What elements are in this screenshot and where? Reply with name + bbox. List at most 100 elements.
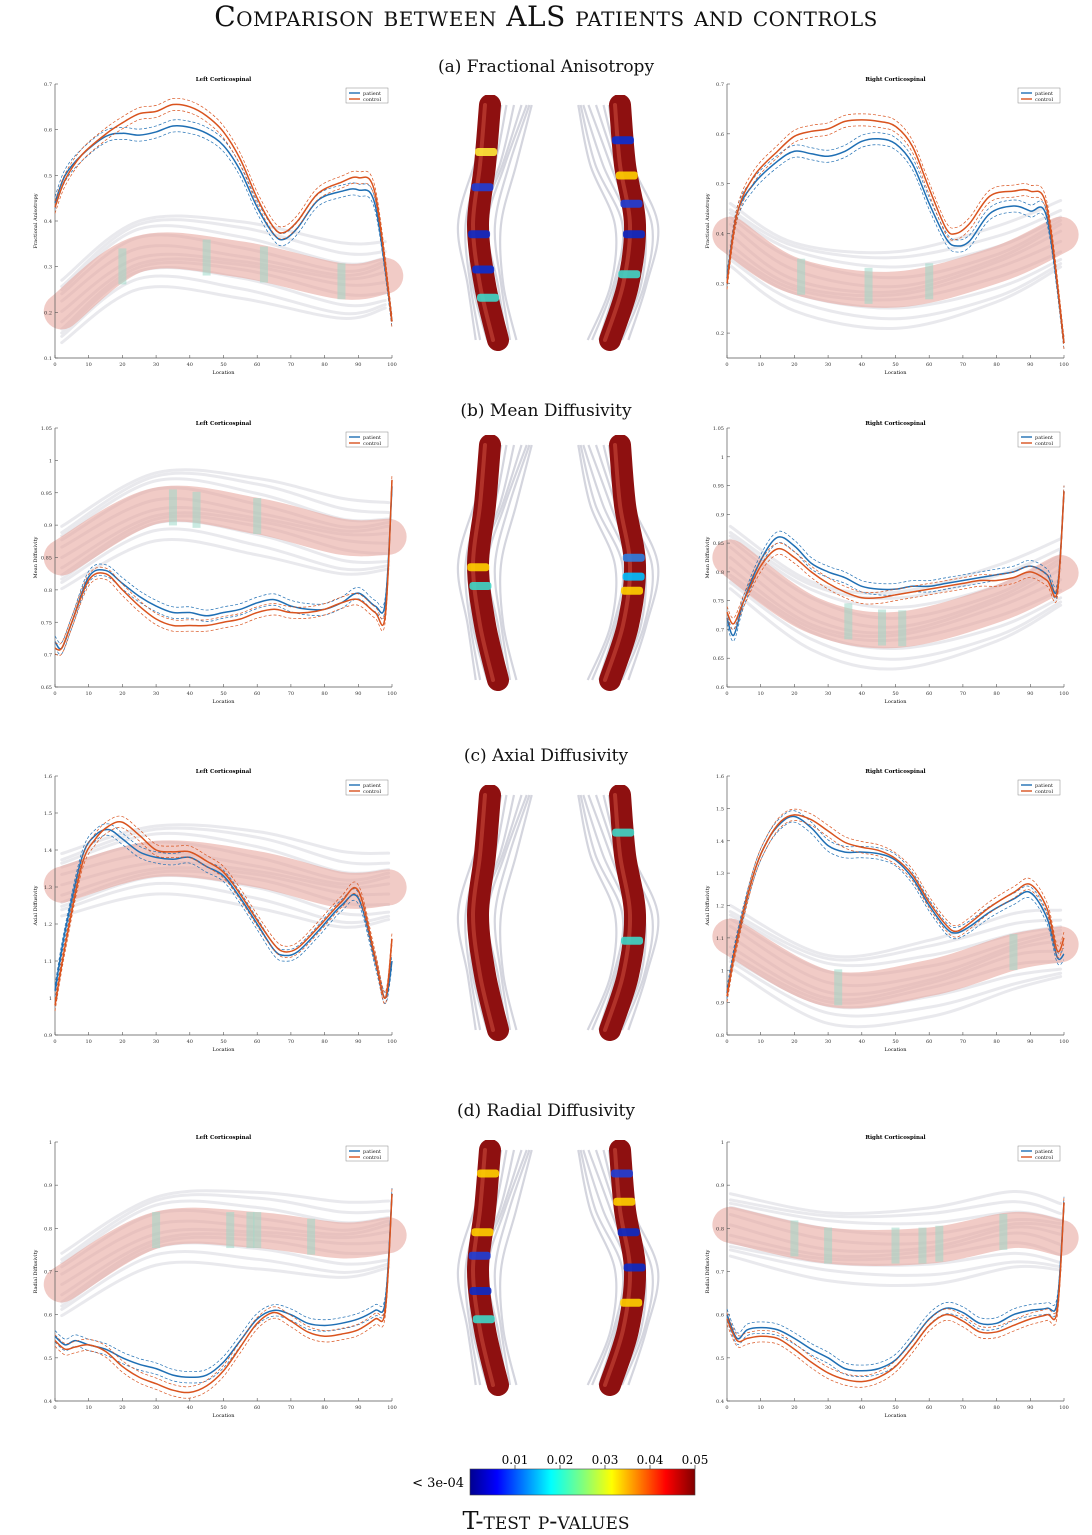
- x-tick-label: 0: [725, 1039, 728, 1045]
- legend-label-control: control: [1035, 441, 1053, 447]
- y-axis-label: Radial Diffusivity: [705, 1250, 711, 1294]
- tract-rendering-md: [456, 435, 660, 691]
- x-tick-label: 50: [220, 1039, 226, 1045]
- x-tick-label: 20: [119, 362, 125, 368]
- legend-label-control: control: [1035, 97, 1053, 103]
- tract-pvalue-band: [621, 586, 644, 595]
- x-tick-label: 40: [187, 1405, 193, 1411]
- y-tick-label: 0.65: [41, 685, 52, 691]
- series-patient-upper-ci: [54, 480, 393, 644]
- x-ticks: 0 10 20 30 40 50 60 70 80 90 100: [725, 1398, 1069, 1411]
- y-tick-label: 0.9: [44, 523, 52, 529]
- series-patient-line: [54, 486, 393, 650]
- x-tick-label: 90: [355, 1405, 361, 1411]
- tract-left: [456, 1140, 533, 1396]
- x-tick-label: 60: [926, 362, 932, 368]
- x-tick-label: 30: [825, 1039, 831, 1045]
- series-patient-lower-ci: [54, 491, 393, 655]
- chart-title: Left Corticospinal: [196, 421, 251, 427]
- x-axis-label: Location: [213, 699, 236, 705]
- tract-tube-left: [466, 1140, 509, 1396]
- x-tick-label: 90: [355, 362, 361, 368]
- series-control-line: [726, 491, 1065, 625]
- y-tick-label: 0.2: [44, 310, 52, 316]
- colorbar-tick-label: 0.01: [502, 1453, 529, 1467]
- y-tick-label: 0.4: [44, 1399, 52, 1405]
- x-tick-label: 60: [254, 691, 260, 697]
- chart-title: Left Corticospinal: [196, 769, 251, 775]
- y-tick-label: 1.05: [713, 426, 724, 432]
- series-patient-lower-ci: [54, 1199, 393, 1384]
- y-tick-label: 1.6: [716, 774, 724, 780]
- x-tick-label: 10: [758, 1405, 764, 1411]
- x-tick-label: 60: [926, 691, 932, 697]
- tract-pvalue-band: [472, 265, 495, 274]
- section-title-fa: (a) Fractional Anisotropy: [437, 57, 655, 77]
- tube-pvalue-stripe: [824, 1227, 833, 1264]
- series-control-lower-ci: [54, 1199, 393, 1399]
- y-tick-label: 0.65: [713, 656, 724, 662]
- x-ticks: 0 10 20 30 40 50 60 70 80 90 100: [53, 1032, 397, 1045]
- x-tick-label: 100: [1059, 1405, 1069, 1411]
- x-axis-label: Location: [885, 699, 908, 705]
- x-tick-label: 60: [926, 1405, 932, 1411]
- tract-pvalue-band: [469, 582, 492, 590]
- tube-pvalue-stripe: [935, 1225, 944, 1262]
- colorbar-min-label: < 3e-04: [412, 1476, 464, 1491]
- y-tick-label: 0.75: [41, 620, 52, 626]
- tube-pvalue-stripe: [898, 610, 907, 647]
- y-tick-label: 0.6: [44, 128, 52, 134]
- x-tick-label: 50: [220, 362, 226, 368]
- x-axis-label: Location: [213, 370, 236, 376]
- chart-fa-right: 0.2 0.3 0.4 0.5 0.6 0.7 0 10 20 30 40 50 60 70 80 90 100…: [705, 77, 1079, 376]
- y-tick-label: 0.85: [713, 541, 724, 547]
- tube-pvalue-stripe: [226, 1212, 235, 1249]
- tract-pvalue-band: [613, 1197, 636, 1206]
- x-tick-label: 0: [53, 691, 56, 697]
- series-control-lower-ci: [726, 820, 1065, 1002]
- y-ticks: 0.2 0.3 0.4 0.5 0.6 0.7: [716, 82, 730, 337]
- series-control-upper-ci: [726, 1196, 1065, 1377]
- tract-pvalue-band: [622, 553, 645, 562]
- y-tick-label: 0.8: [716, 570, 724, 576]
- x-tick-label: 50: [220, 1405, 226, 1411]
- legend-label-patient: patient: [1035, 91, 1053, 97]
- y-tick-label: 0.8: [716, 1033, 724, 1039]
- x-tick-label: 10: [86, 362, 92, 368]
- y-ticks: 0.9 1 1.1 1.2 1.3 1.4 1.5 1.6: [44, 774, 58, 1039]
- chart-title: Left Corticospinal: [196, 77, 251, 83]
- colorbar-tick-label: 0.02: [547, 1453, 574, 1467]
- x-tick-label: 30: [153, 1039, 159, 1045]
- series-control-line: [726, 119, 1065, 344]
- tube-pvalue-stripe: [790, 1220, 799, 1257]
- x-tick-label: 60: [254, 1039, 260, 1045]
- x-tick-label: 70: [960, 1405, 966, 1411]
- x-tick-label: 20: [119, 691, 125, 697]
- series-patient-line: [54, 124, 393, 322]
- y-tick-label: 1.3: [44, 885, 52, 891]
- x-tick-label: 40: [859, 1039, 865, 1045]
- y-tick-label: 1.2: [44, 922, 52, 928]
- series-patient-line: [54, 1193, 393, 1379]
- y-tick-label: 1.4: [716, 839, 724, 845]
- x-axis-label: Location: [885, 1047, 908, 1053]
- x-tick-label: 30: [825, 691, 831, 697]
- series-control-line: [54, 821, 393, 1006]
- y-tick-label: 0.3: [716, 281, 724, 287]
- x-tick-label: 10: [758, 1039, 764, 1045]
- tube-pvalue-stripe: [878, 609, 887, 646]
- x-tick-label: 50: [892, 1039, 898, 1045]
- x-tick-label: 30: [153, 1405, 159, 1411]
- legend-label-patient: patient: [363, 435, 381, 441]
- y-tick-label: 1: [49, 996, 52, 1002]
- y-axis-label: Axial Diffusivity: [705, 885, 711, 926]
- tract-tube: [712, 539, 1079, 649]
- x-tick-label: 90: [1027, 362, 1033, 368]
- x-tick-label: 40: [859, 691, 865, 697]
- tract-tube-left: [466, 785, 509, 1041]
- y-tick-label: 0.6: [716, 1313, 724, 1319]
- x-tick-label: 70: [288, 1039, 294, 1045]
- x-tick-label: 80: [321, 1405, 327, 1411]
- series-control-line: [54, 479, 393, 651]
